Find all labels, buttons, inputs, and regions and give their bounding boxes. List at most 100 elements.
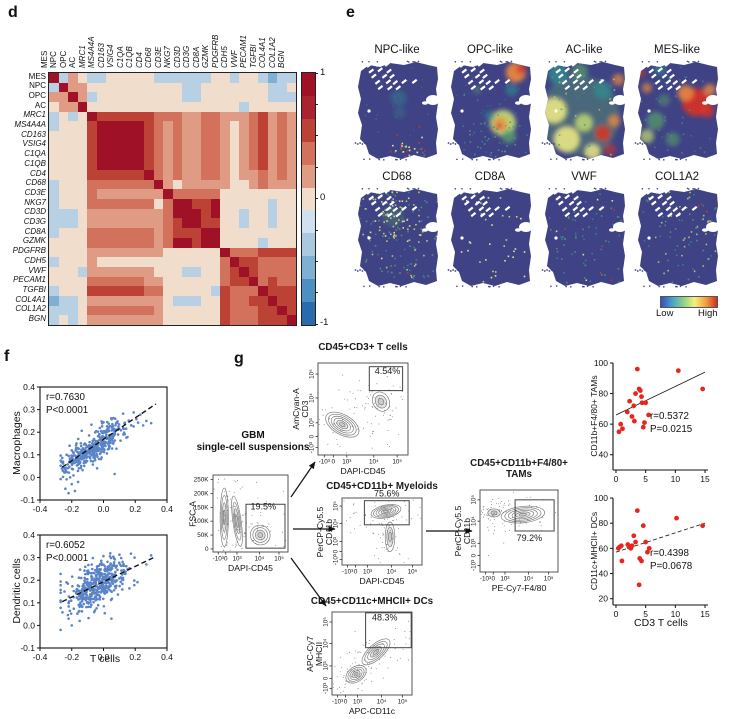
heatmap-cell <box>96 169 106 180</box>
svg-text:0.4: 0.4 <box>23 531 35 540</box>
heatmap-cell <box>153 237 163 248</box>
flow-xlabel-gbm: DAPI-CD45 <box>228 563 273 573</box>
heatmap-cell <box>220 266 230 277</box>
spatial-title: MES-like <box>653 44 700 56</box>
scatter-point <box>59 600 62 604</box>
scatter-point <box>700 523 706 529</box>
heatmap-cell <box>134 257 144 267</box>
heatmap-cell <box>277 82 287 93</box>
heatmap-cell <box>77 228 87 238</box>
scatter-point <box>139 413 142 416</box>
heatmap-cell <box>125 82 135 93</box>
scatter-point <box>102 450 106 454</box>
heatmap-cell <box>172 286 182 297</box>
scatter-point <box>105 424 109 428</box>
heatmap-cell <box>106 208 116 219</box>
heatmap-cell <box>125 111 135 122</box>
heatmap-cell <box>144 111 154 122</box>
scatter-point <box>90 571 93 575</box>
heatmap-cell <box>201 237 211 248</box>
scatter-point <box>103 611 107 615</box>
heatmap-cell <box>277 111 287 122</box>
svg-text:100: 100 <box>594 493 608 503</box>
scatter-point <box>639 394 644 400</box>
heatmap-cell <box>172 189 182 200</box>
flow-xlabel-dcs: APC-CD11c <box>348 706 396 716</box>
heatmap-cell <box>163 73 173 83</box>
heatmap-cell <box>49 276 59 287</box>
heatmap-cell <box>258 82 268 93</box>
scatter-point <box>100 563 103 567</box>
svg-text:10⁴: 10⁴ <box>255 556 265 563</box>
heatmap-cell <box>77 92 87 103</box>
heatmap-cell <box>115 286 125 297</box>
heatmap-col-label: PECAM1 <box>239 35 249 68</box>
heatmap-cell <box>96 237 106 248</box>
svg-text:0: 0 <box>492 576 496 583</box>
scatter-point <box>76 612 79 615</box>
heatmap-cell <box>163 92 173 103</box>
heatmap-cell <box>49 82 59 93</box>
heatmap-cell <box>286 150 296 161</box>
heatmap-cell <box>58 276 68 287</box>
spatial-plot-CD68 <box>354 187 440 288</box>
heatmap-cell <box>229 189 239 200</box>
heatmap-cell <box>49 73 59 83</box>
scatter-point <box>98 448 102 451</box>
heatmap-cell <box>182 169 192 180</box>
scatter-point <box>91 463 95 466</box>
scatter-point <box>116 593 120 596</box>
panel-f-letter: f <box>4 348 10 365</box>
scatter-point <box>82 602 86 606</box>
heatmap-cell <box>144 315 154 326</box>
svg-text:P=0.0215: P=0.0215 <box>650 424 693 435</box>
scatter-point <box>77 603 81 607</box>
heatmap-cell <box>210 150 220 161</box>
heatmap-cell <box>106 92 116 103</box>
spatial-plot-NPC-like <box>354 60 440 161</box>
svg-text:10⁴: 10⁴ <box>524 576 534 583</box>
heatmap-cell <box>286 305 296 316</box>
heatmap-cell <box>277 169 287 180</box>
heatmap-cell <box>210 131 220 141</box>
svg-text:60: 60 <box>599 543 609 553</box>
heatmap-cell <box>96 189 106 200</box>
scatter-point <box>70 463 74 467</box>
heatmap-cell <box>77 199 87 209</box>
scatter-point <box>80 429 84 433</box>
heatmap-cell <box>106 257 116 267</box>
heatmap-cell <box>163 296 173 306</box>
scatter-point <box>95 607 98 610</box>
spatial-title: COL1A2 <box>654 171 700 183</box>
svg-text:0: 0 <box>309 434 316 438</box>
scatter-point <box>120 578 124 581</box>
heatmap-row-label: CDH5 <box>24 255 46 265</box>
heatmap-cell <box>201 111 211 122</box>
heatmap-cell <box>144 276 154 287</box>
heatmap-cell <box>68 247 78 258</box>
scatter-point <box>79 442 83 445</box>
colorbar-bin <box>302 187 315 211</box>
svg-text:10⁴: 10⁴ <box>309 393 316 403</box>
heatmap-cell <box>258 131 268 141</box>
scatter-point <box>116 568 119 572</box>
scatter-point <box>81 448 85 452</box>
heatmap-row-label: NPC <box>29 81 46 91</box>
scatter-point <box>60 467 64 470</box>
heatmap-cell <box>125 160 135 170</box>
heatmap-cell <box>153 131 163 141</box>
scatter-point <box>618 543 624 549</box>
heatmap-col-label: COL1A2 <box>267 37 277 68</box>
scatter-point <box>86 572 90 576</box>
g-scatter-1: 20 40 60 80 100 0 5 10 15 r=0.4398 P=0.0678 <box>594 493 710 619</box>
heatmap-cell <box>210 160 220 170</box>
scatter-point <box>77 584 81 588</box>
heatmap-cell <box>106 199 116 209</box>
scatter-point <box>79 456 83 459</box>
heatmap-cell <box>267 247 277 258</box>
heatmap-cell <box>267 111 277 122</box>
scatter-point <box>80 605 84 609</box>
heatmap-cell <box>267 286 277 297</box>
heatmap-cell <box>134 73 144 83</box>
